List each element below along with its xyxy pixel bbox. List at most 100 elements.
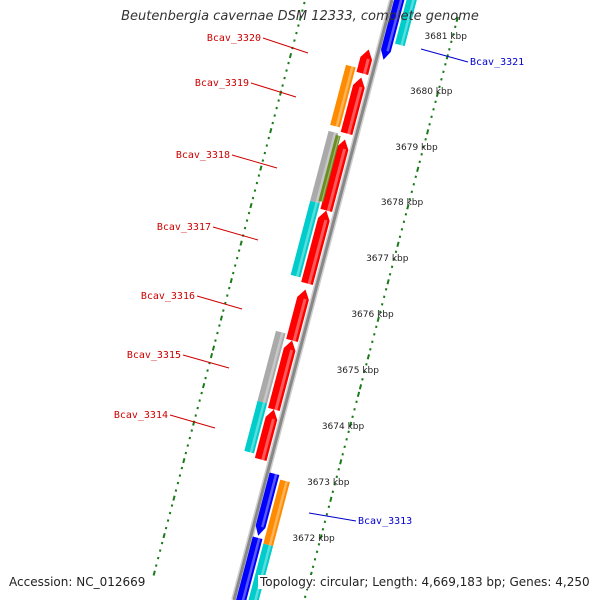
gene-cyan bbox=[244, 400, 268, 454]
gc-dot-inner bbox=[239, 240, 243, 246]
gc-dot-outer bbox=[311, 565, 315, 569]
gene-label-text: Bcav_3316 bbox=[141, 291, 195, 302]
gene-labels: Bcav_3320 Bcav_3319 Bcav_3318 Bcav_3317 Bcav… bbox=[114, 33, 524, 527]
gc-dot-inner bbox=[245, 219, 249, 222]
gc-dot-outer bbox=[430, 115, 433, 119]
accession-text: Accession: NC_012669 bbox=[7, 575, 148, 589]
gene-label-text: Bcav_3315 bbox=[127, 350, 181, 361]
gc-dot-outer bbox=[371, 340, 374, 344]
gene-gray bbox=[257, 330, 286, 404]
gc-dot-inner bbox=[209, 352, 214, 359]
gene-orange-reverse bbox=[263, 479, 290, 547]
gc-dot-outer bbox=[361, 377, 364, 381]
gc-dot-inner bbox=[156, 556, 160, 560]
gc-dot-inner bbox=[172, 495, 176, 501]
gc-dot-outer bbox=[315, 550, 319, 554]
gc-dot-inner bbox=[259, 165, 263, 171]
gc-dot-inner bbox=[293, 39, 296, 42]
gc-dot-outer bbox=[390, 265, 394, 269]
gc-dot-outer bbox=[323, 520, 327, 524]
cds-forward bbox=[356, 49, 373, 75]
gc-dot-outer bbox=[313, 557, 317, 561]
gc-dot-outer bbox=[351, 415, 354, 419]
gc-dot-outer bbox=[388, 272, 392, 276]
gc-dot-tracks bbox=[152, 1, 459, 599]
gene-label-text: Bcav_3321 bbox=[470, 57, 524, 68]
gc-dot-outer bbox=[432, 107, 435, 111]
gc-dot-outer bbox=[398, 235, 402, 239]
gc-dot-outer bbox=[406, 204, 410, 210]
gc-dot-outer bbox=[356, 391, 361, 397]
cds-forward bbox=[268, 340, 296, 411]
gc-dot-inner bbox=[218, 324, 221, 327]
gc-dot-inner bbox=[180, 466, 184, 470]
gc-dot-inner bbox=[182, 457, 186, 464]
gc-dot-outer bbox=[394, 250, 398, 254]
gc-dot-outer bbox=[422, 145, 425, 149]
gc-dot-outer bbox=[358, 384, 363, 390]
gc-dot-outer bbox=[416, 166, 420, 172]
gc-dot-inner bbox=[174, 489, 178, 492]
gene-label-text: Bcav_3319 bbox=[195, 78, 249, 89]
gc-dot-inner bbox=[255, 181, 259, 185]
gc-dot-inner bbox=[162, 532, 166, 539]
gc-dot-inner bbox=[271, 121, 274, 125]
gc-dot-outer bbox=[444, 62, 447, 66]
gc-dot-inner bbox=[170, 504, 174, 507]
gc-dot-outer bbox=[440, 77, 443, 81]
gc-dot-inner bbox=[303, 1, 306, 5]
gc-dot-outer bbox=[325, 512, 329, 516]
gc-dot-inner bbox=[283, 76, 286, 80]
gc-dot-outer bbox=[343, 445, 346, 449]
gc-dot-outer bbox=[448, 47, 451, 51]
gc-dot-outer bbox=[412, 182, 416, 186]
gene-cyan bbox=[290, 200, 320, 278]
gc-dot-outer bbox=[434, 100, 437, 104]
gc-dot-inner bbox=[277, 99, 280, 102]
gc-dot-inner bbox=[211, 345, 216, 351]
tick-label: 3675 kbp bbox=[337, 366, 380, 376]
gc-dot-inner bbox=[297, 24, 300, 27]
gc-dot-outer bbox=[355, 400, 358, 404]
gc-dot-outer bbox=[365, 362, 368, 366]
gc-dot-inner bbox=[188, 436, 192, 440]
gc-dot-inner bbox=[231, 271, 235, 275]
gc-dot-inner bbox=[176, 481, 180, 485]
gc-dot-inner bbox=[253, 189, 257, 192]
gc-dot-inner bbox=[184, 451, 188, 455]
gc-dot-inner bbox=[196, 406, 199, 410]
gc-dot-inner bbox=[229, 277, 233, 284]
gc-dot-outer bbox=[376, 316, 380, 322]
gc-dot-inner bbox=[214, 339, 217, 342]
gc-dot-outer bbox=[396, 241, 400, 247]
gc-dot-inner bbox=[301, 9, 304, 12]
gc-dot-inner bbox=[228, 286, 231, 290]
gc-dot-inner bbox=[237, 249, 241, 252]
gc-dot-outer bbox=[408, 197, 412, 201]
gc-dot-outer bbox=[442, 70, 445, 74]
gc-dot-outer bbox=[319, 534, 323, 540]
gc-dot-outer bbox=[327, 505, 331, 509]
tick-label: 3672 kbp bbox=[292, 534, 335, 544]
gc-dot-outer bbox=[400, 227, 404, 231]
gc-dot-inner bbox=[298, 15, 302, 21]
gc-dot-outer bbox=[402, 220, 406, 224]
gc-dot-inner bbox=[204, 376, 207, 380]
gc-dot-outer bbox=[426, 129, 430, 135]
gene-label-text: Bcav_3317 bbox=[157, 222, 211, 233]
feature-track bbox=[236, 0, 417, 600]
gc-dot-outer bbox=[424, 137, 427, 141]
gc-dot-inner bbox=[233, 264, 237, 267]
gc-dot-outer bbox=[337, 467, 340, 471]
gc-dot-outer bbox=[363, 370, 366, 374]
gc-dot-inner bbox=[249, 202, 253, 209]
gc-dot-outer bbox=[438, 85, 441, 89]
gc-dot-inner bbox=[243, 226, 247, 230]
gc-dot-inner bbox=[198, 399, 201, 402]
gc-dot-outer bbox=[445, 54, 449, 60]
gc-dot-outer bbox=[414, 175, 418, 179]
gc-dot-inner bbox=[168, 511, 172, 515]
gc-dot-inner bbox=[158, 549, 162, 552]
gc-dot-inner bbox=[178, 474, 182, 477]
tick-label: 3678 kbp bbox=[381, 198, 424, 208]
